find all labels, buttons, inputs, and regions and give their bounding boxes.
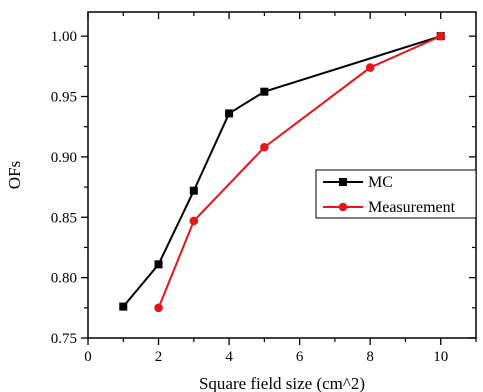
series-2 bbox=[154, 31, 446, 313]
x-axis-label: Square field size (cm^2) bbox=[199, 374, 365, 392]
x-tick-label: 2 bbox=[155, 349, 163, 365]
y-tick-label: 1.00 bbox=[51, 29, 77, 45]
legend-label: Measurement bbox=[368, 199, 456, 216]
data-point bbox=[189, 186, 198, 195]
series-line bbox=[122, 35, 442, 308]
legend-label: MC bbox=[368, 174, 393, 191]
y-tick-label: 0.75 bbox=[51, 331, 77, 347]
y-axis-label: OFs bbox=[5, 161, 24, 189]
x-tick-label: 8 bbox=[366, 349, 374, 365]
data-point bbox=[260, 142, 269, 152]
legend-marker bbox=[339, 178, 347, 186]
data-point bbox=[189, 216, 199, 226]
y-tick-label: 0.90 bbox=[51, 150, 77, 166]
data-point bbox=[436, 31, 446, 41]
legend-marker bbox=[338, 202, 348, 212]
series-layer bbox=[119, 31, 446, 313]
x-tick-label: 6 bbox=[296, 349, 304, 365]
data-point bbox=[260, 87, 269, 96]
axes: 0 2 4 6 8 10 0.75 0.80 0.85 0.90 0.95 1.00 bbox=[51, 11, 477, 365]
data-point bbox=[225, 109, 234, 118]
y-tick-label: 0.95 bbox=[51, 90, 77, 106]
data-point bbox=[119, 302, 128, 311]
legend: MC Measurement bbox=[315, 169, 477, 219]
x-tick-label: 4 bbox=[225, 349, 233, 365]
y-tick-label: 0.85 bbox=[51, 210, 77, 226]
data-point bbox=[154, 260, 163, 269]
x-tick-label: 0 bbox=[84, 349, 92, 365]
data-point bbox=[365, 63, 375, 72]
x-tick-label: 10 bbox=[433, 349, 448, 365]
y-tick-label: 0.80 bbox=[51, 271, 77, 287]
data-point bbox=[154, 303, 163, 313]
